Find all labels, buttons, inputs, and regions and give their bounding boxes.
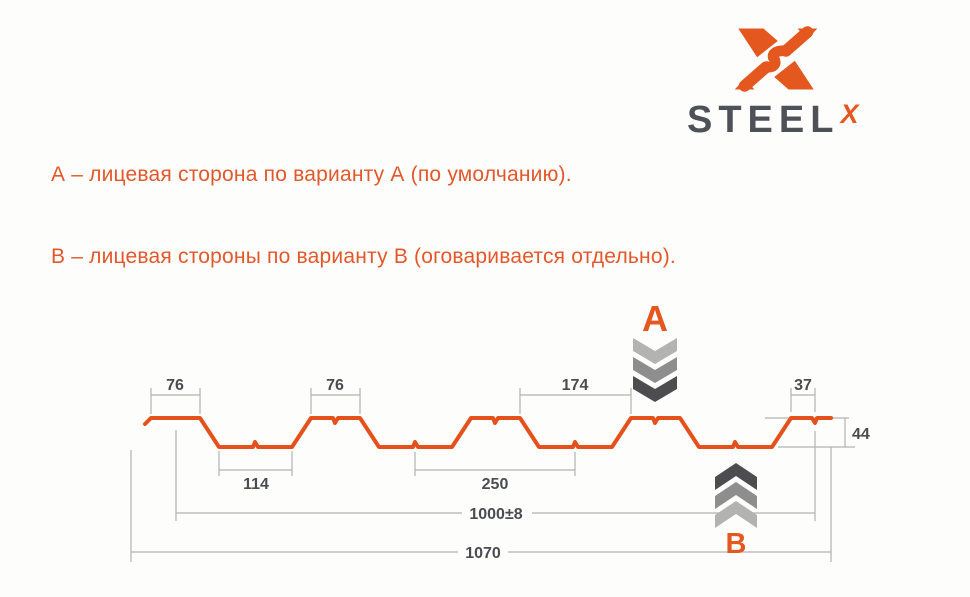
dim-height-lines [765,417,855,448]
brand-sup-x: X [840,99,859,129]
dim-working-width-lines [175,430,816,521]
brand-text: STEEL [687,99,840,141]
steelx-logo-icon [734,26,818,92]
chevron-up-icon [715,501,757,528]
dim-flange-2-value: 76 [326,377,344,394]
note-variant-b: В – лицевая стороны по варианту В (огова… [51,245,676,268]
dim-pitch-lines [414,452,576,476]
dim-flange-2-lines [310,388,361,414]
dim-working-width-value: 1000±8 [469,506,522,523]
chevron-up-icon [715,482,757,509]
dimension-lines [130,388,855,562]
dim-valley-lines [218,451,293,476]
side-a-chevrons [633,338,677,402]
variant-b-label: B [726,528,747,560]
chevron-up-icon [715,463,757,490]
note-variant-a: А – лицевая сторона по варианту А (по ум… [51,163,572,186]
variant-a-label: A [642,298,668,339]
dim-pitch-value: 250 [482,476,509,493]
profile-outline [143,416,833,449]
chevron-down-icon [633,376,677,402]
chevron-down-icon [633,357,677,383]
steelx-wordmark: STEEL X [687,99,859,141]
side-b-chevrons [715,463,757,528]
dim-crest-gap-value: 174 [562,377,589,394]
dim-valley-value: 114 [243,476,269,493]
dim-edge-flange-lines [790,388,816,412]
dim-height-value: 44 [852,426,870,443]
dim-overall-width-value: 1070 [465,545,501,562]
dim-overall-width-lines [130,447,832,562]
dim-edge-flange-value: 37 [794,377,812,394]
dim-crest-gap-lines [519,388,632,414]
chevron-down-icon [633,338,677,364]
dim-flange-1-lines [150,388,201,414]
dim-flange-1-value: 76 [166,377,184,394]
